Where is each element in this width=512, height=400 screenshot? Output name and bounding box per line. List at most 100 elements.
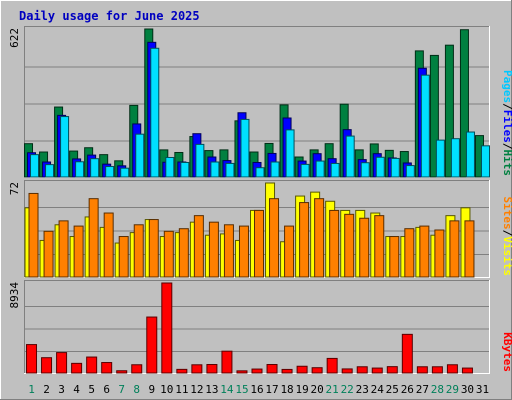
bar-kbytes	[326, 357, 338, 374]
bar-pages	[300, 163, 310, 178]
x-tick-label: 25	[386, 383, 399, 396]
bar-sites	[193, 215, 204, 278]
bar-kbytes	[41, 357, 53, 374]
bar-sites	[434, 229, 445, 278]
axis-label-separator: /	[501, 230, 512, 237]
bar-sites	[269, 198, 280, 278]
bar-kbytes	[311, 367, 323, 374]
bar-kbytes	[431, 366, 443, 374]
bar-kbytes	[251, 368, 263, 374]
bar-kbytes	[296, 365, 308, 374]
y-max-label: 72	[8, 182, 21, 195]
bar-pages	[375, 156, 385, 178]
bar-kbytes	[356, 366, 368, 374]
bar-pages	[435, 139, 445, 178]
x-tick-label: 6	[103, 383, 110, 396]
bar-sites	[419, 225, 430, 278]
bar-sites	[389, 236, 400, 278]
x-tick-label: 26	[401, 383, 414, 396]
bar-kbytes	[206, 364, 218, 374]
bar-sites	[103, 212, 114, 278]
x-tick-label: 31	[476, 383, 489, 396]
x-tick-label: 4	[73, 383, 80, 396]
bar-kbytes	[401, 333, 413, 374]
x-tick-label: 1	[28, 383, 35, 396]
x-tick-label: 2	[43, 383, 50, 396]
axis-label-pages: Pages	[501, 70, 512, 103]
bar-kbytes	[416, 366, 428, 374]
bar-hits	[459, 29, 469, 178]
bar-sites	[254, 209, 264, 278]
x-tick-label: 8	[133, 383, 140, 396]
x-tick-label: 9	[148, 383, 155, 396]
x-tick-label: 14	[220, 383, 234, 396]
y-max-label: 622	[8, 28, 21, 48]
x-tick-label: 11	[175, 383, 188, 396]
bar-kbytes	[101, 362, 113, 374]
bar-sites	[148, 219, 159, 278]
series-axis-label: KBytes	[501, 332, 512, 372]
bar-sites	[299, 202, 310, 278]
bar-pages	[315, 160, 325, 178]
bar-sites	[223, 224, 234, 278]
axis-label-kbytes: KBytes	[501, 332, 512, 372]
bar-kbytes	[266, 364, 278, 374]
x-tick-label: 27	[416, 383, 429, 396]
bar-kbytes	[86, 356, 98, 374]
y-max-label: 8934	[8, 282, 21, 309]
bar-pages	[285, 129, 295, 178]
bar-sites	[329, 209, 340, 278]
bar-pages	[30, 154, 40, 178]
bar-sites	[43, 230, 54, 278]
bar-hits	[444, 44, 454, 178]
bar-pages	[390, 157, 400, 178]
x-tick-label: 28	[431, 383, 444, 396]
bar-kbytes	[341, 368, 353, 374]
bar-pages	[120, 167, 130, 178]
series-axis-label: Sites/Visits	[501, 197, 512, 277]
bar-kbytes	[26, 344, 38, 374]
axis-label-visits: Visits	[501, 236, 512, 276]
bar-hits	[429, 54, 439, 178]
axis-label-hits: Hits	[501, 150, 512, 177]
bar-sites	[163, 230, 174, 278]
bar-pages	[330, 162, 340, 178]
bar-sites	[359, 217, 370, 278]
x-tick-label: 15	[235, 383, 248, 396]
x-tick-label: 17	[265, 383, 278, 396]
bar-kbytes	[461, 367, 473, 374]
bar-sites	[178, 228, 189, 278]
bar-pages	[225, 162, 235, 178]
bar-sites	[404, 228, 415, 278]
bar-kbytes	[176, 368, 188, 374]
bar-sites	[284, 225, 295, 278]
bar-kbytes	[191, 364, 203, 374]
x-tick-label: 21	[326, 383, 339, 396]
bar-kbytes	[236, 370, 248, 374]
x-tick-label: 16	[250, 383, 263, 396]
bar-kbytes	[161, 282, 173, 374]
bar-kbytes	[221, 350, 233, 374]
x-tick-label: 29	[446, 383, 459, 396]
bar-sites	[449, 220, 460, 278]
bar-pages	[165, 156, 175, 178]
bar-kbytes	[146, 316, 158, 374]
bar-sites	[208, 221, 219, 278]
bar-kbytes	[446, 364, 458, 374]
bar-pages	[480, 145, 490, 178]
bar-sites	[464, 220, 475, 278]
bar-sites	[238, 225, 249, 278]
bar-sites	[88, 198, 99, 278]
chart-panels: 622Pages/Files/Hits72Sites/Visits8934KBy…	[8, 26, 512, 374]
axis-label-files: Files	[501, 110, 512, 143]
bar-kbytes	[71, 362, 83, 374]
x-tick-label: 20	[311, 383, 324, 396]
bar-sites	[314, 198, 325, 278]
bar-kbytes	[116, 370, 128, 374]
bar-pages	[270, 161, 280, 178]
bar-pages	[420, 74, 430, 178]
bar-pages	[240, 118, 250, 178]
bar-pages	[135, 133, 145, 178]
